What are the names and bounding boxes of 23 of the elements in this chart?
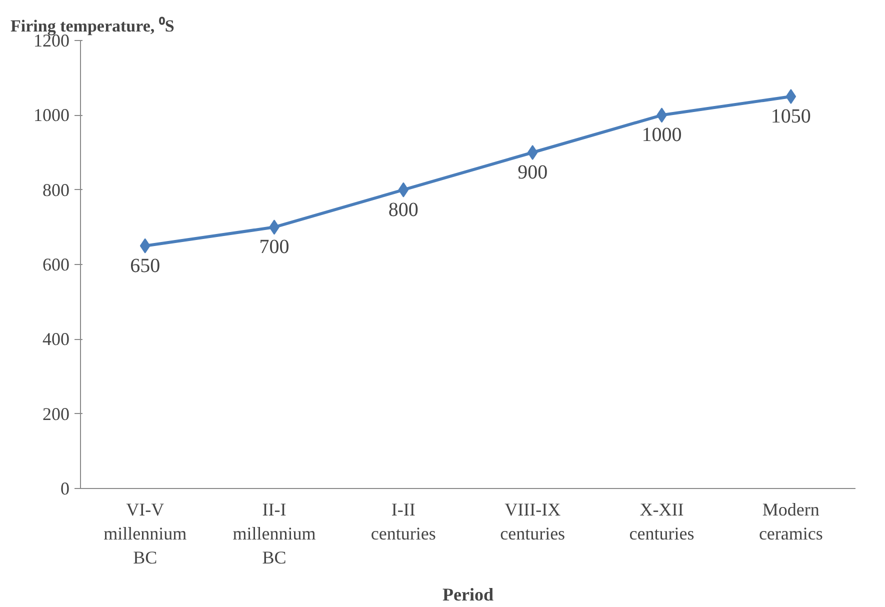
y-tick-label: 600 [42,254,70,274]
y-tick-label: 800 [42,180,70,200]
data-label: 700 [259,236,290,258]
x-tick-label: X-XII centuries [629,500,694,544]
data-label: 900 [518,162,548,184]
point [786,89,796,104]
y-tick-label: 1000 [34,105,70,126]
data-label: 1000 [642,124,682,146]
x-axis-title: Period [442,584,494,604]
y-tick-label: 400 [42,329,70,350]
point [140,238,150,254]
x-tick-label: VIII-IX centuries [500,500,566,544]
y-tick-label: 200 [42,404,70,424]
x-tick-label: I-II centuries [370,500,436,544]
x-tick-label: II-I millennium BC [232,500,316,568]
data-label: 1050 [770,106,811,128]
data-label: 650 [130,254,160,277]
x-tick-label: VI-V millennium BC [104,500,187,568]
point [527,145,538,160]
y-tick-label: 0 [60,478,70,498]
point [398,182,409,198]
data-label: 800 [388,198,418,221]
x-tick-label: Modern ceramics [758,500,823,544]
